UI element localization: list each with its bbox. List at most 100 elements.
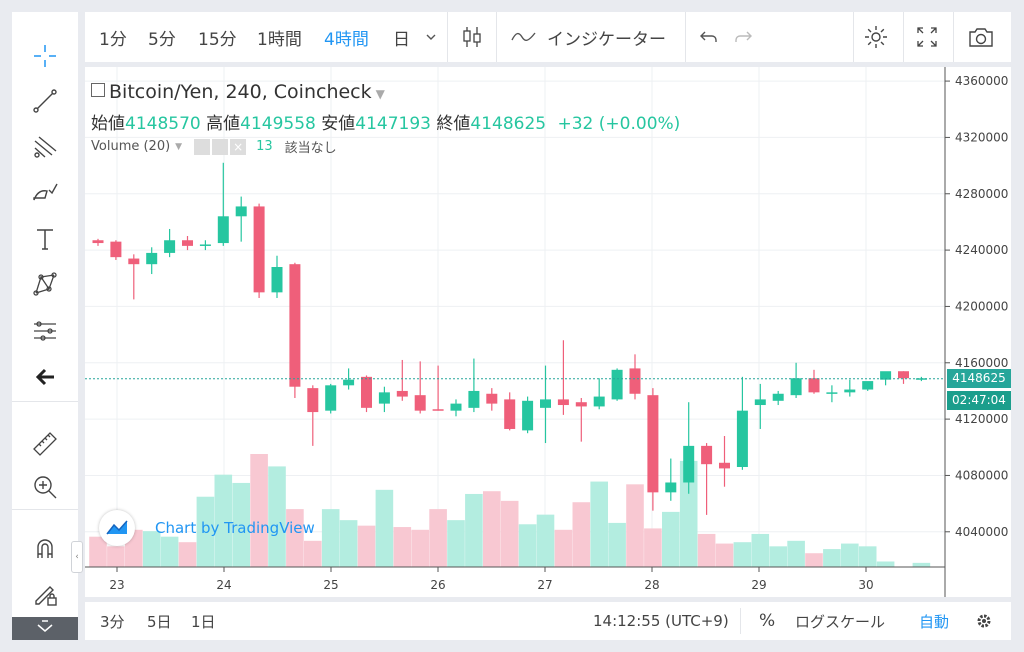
interval-15m[interactable]: 15分 <box>198 29 237 50</box>
sidebar-collapse-handle[interactable]: ‹ <box>71 541 83 573</box>
close-icon[interactable]: × <box>230 138 247 155</box>
price-axis[interactable]: 4040000 4080000 4120000 4160000 4200000 42400… <box>945 74 1008 539</box>
magnet-icon[interactable] <box>12 527 78 571</box>
low-value: 4147193 <box>355 114 431 134</box>
candle <box>128 254 140 300</box>
interval-1h[interactable]: 1時間 <box>257 29 302 50</box>
volume-bar <box>679 460 698 567</box>
candle <box>557 340 569 415</box>
volume-bar <box>751 533 770 567</box>
candle <box>772 390 784 406</box>
back-arrow-icon[interactable] <box>12 355 78 399</box>
pitchfork-icon[interactable] <box>12 124 78 168</box>
candle-body <box>736 410 748 467</box>
candle <box>826 385 838 403</box>
clock-time[interactable]: 14:12:55 (UTC+9) <box>593 612 729 630</box>
candle <box>647 388 659 511</box>
chart-type-button[interactable] <box>460 12 484 62</box>
log-scale-toggle[interactable]: ログスケール <box>795 612 886 631</box>
volume-bar <box>823 549 841 567</box>
volume-label[interactable]: Volume (20) <box>91 139 171 154</box>
volume-dropdown-icon[interactable]: ▼ <box>175 141 183 152</box>
change-value: +32 (+0.00%) <box>557 114 681 134</box>
volume-bar <box>715 543 734 567</box>
screenshot-button[interactable] <box>967 12 995 62</box>
collapse-icon[interactable] <box>12 617 78 640</box>
candle <box>217 162 229 246</box>
auto-scale-toggle[interactable]: 自動 <box>919 612 950 631</box>
candle-body <box>235 206 247 217</box>
candle <box>182 236 193 251</box>
volume-bar <box>429 509 447 567</box>
fullscreen-button[interactable] <box>915 12 939 62</box>
volume-note: 該当なし <box>284 141 337 156</box>
redo-button[interactable] <box>733 12 753 62</box>
candle <box>844 379 856 397</box>
ruler-icon[interactable] <box>12 422 78 466</box>
trend-line-icon[interactable] <box>12 79 78 123</box>
volume-bar <box>590 481 608 567</box>
interval-5m[interactable]: 5分 <box>148 29 176 50</box>
brush-icon[interactable] <box>12 170 78 214</box>
settings-button[interactable] <box>863 12 889 62</box>
undo-button[interactable] <box>699 12 719 62</box>
volume-bar <box>876 561 895 567</box>
volume-bar <box>232 482 250 567</box>
percent-toggle[interactable]: % <box>759 611 776 631</box>
zoom-in-icon[interactable] <box>12 465 78 509</box>
candle-body <box>862 381 874 390</box>
candle <box>665 458 677 501</box>
pattern-icon[interactable] <box>12 262 78 306</box>
volume-bar <box>250 454 268 567</box>
interval-dropdown[interactable] <box>425 12 437 62</box>
range-1d[interactable]: 1日 <box>191 612 216 631</box>
eye-icon[interactable] <box>194 138 211 155</box>
interval-1m[interactable]: 1分 <box>99 29 127 50</box>
volume-bar <box>787 540 805 567</box>
candle <box>343 368 355 390</box>
text-icon[interactable] <box>12 217 78 261</box>
candle-body <box>110 241 122 258</box>
symbol-dropdown-icon[interactable]: ▼ <box>375 87 385 101</box>
indicators-button[interactable]: インジケーター <box>511 12 666 62</box>
candle-body <box>880 371 892 380</box>
symbol-title[interactable]: Bitcoin/Yen, 240, Coincheck <box>109 81 372 103</box>
volume-bar <box>858 546 877 567</box>
volume-bar <box>393 527 412 567</box>
price-tick-label: 4200000 <box>955 299 1008 313</box>
candlesticks <box>92 162 927 515</box>
price-tick-label: 4080000 <box>955 468 1008 482</box>
candle-body <box>665 482 677 493</box>
candle-body <box>808 378 820 393</box>
range-3m[interactable]: 3分 <box>100 612 125 631</box>
open-value: 4148570 <box>125 114 201 134</box>
candle <box>486 388 498 411</box>
chart-area[interactable]: 4040000 4080000 4120000 4160000 4200000 42400… <box>85 67 1011 597</box>
interval-4h[interactable]: 4時間 <box>324 29 369 50</box>
indicator-wave-icon <box>511 32 536 42</box>
prediction-icon[interactable] <box>12 309 78 353</box>
range-5d[interactable]: 5日 <box>147 612 172 631</box>
gear-icon <box>977 614 991 628</box>
candle-body <box>92 240 104 244</box>
candle-body <box>486 393 498 404</box>
time-axis[interactable]: 23 24 25 26 27 28 29 30 <box>109 567 874 592</box>
undo-icon <box>700 31 717 42</box>
lock-drawing-icon[interactable] <box>12 572 78 616</box>
candle <box>164 228 176 258</box>
crosshair-icon[interactable] <box>12 34 78 78</box>
price-tick-label: 4120000 <box>955 412 1008 426</box>
candle <box>199 240 211 251</box>
interval-1d[interactable]: 日 <box>393 29 410 50</box>
chart-settings-button[interactable] <box>975 602 993 640</box>
candle-body <box>754 399 766 406</box>
volume-bar <box>769 546 787 567</box>
settings-small-icon[interactable] <box>212 138 229 155</box>
candle-body <box>898 371 909 379</box>
tradingview-watermark[interactable]: Chart by TradingView <box>99 510 315 546</box>
volume-bar <box>572 502 591 567</box>
candle-body <box>790 378 802 396</box>
collapse-legend-icon[interactable] <box>91 83 105 97</box>
candle <box>110 240 122 260</box>
price-chart[interactable]: 4040000 4080000 4120000 4160000 4200000 42400… <box>85 67 1011 597</box>
